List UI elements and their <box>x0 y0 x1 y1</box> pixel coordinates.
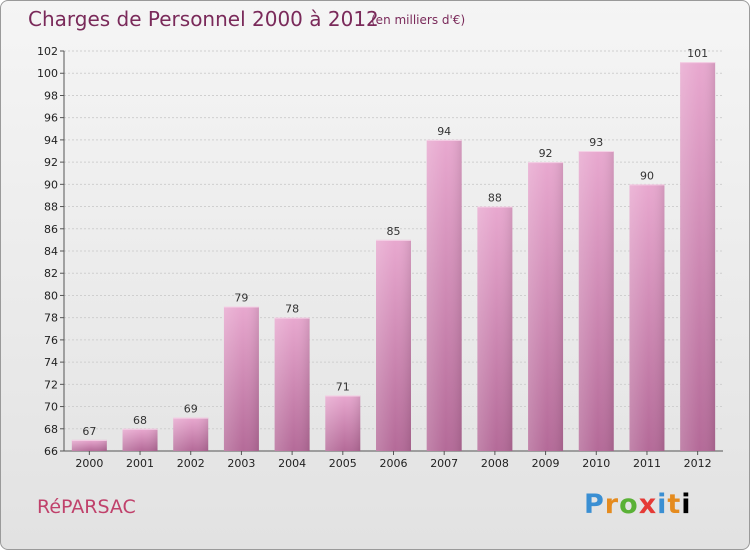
bar-shade <box>122 428 158 451</box>
y-tick-label: 70 <box>44 401 58 414</box>
x-tick-label: 2007 <box>430 457 458 470</box>
bar-shade <box>528 162 564 451</box>
y-tick-label: 82 <box>44 267 58 280</box>
labels: 67 2000 68 2001 69 2002 79 2003 78 2004 71 2005 85 20… <box>75 47 711 470</box>
x-tick-label: 2008 <box>481 457 509 470</box>
x-tick-label: 2000 <box>75 457 103 470</box>
x-tick-label: 2009 <box>532 457 560 470</box>
data-label: 101 <box>687 47 708 60</box>
data-label: 94 <box>437 125 451 138</box>
y-tick-label: 84 <box>44 245 58 258</box>
logo-letter: t <box>667 489 682 520</box>
x-tick-label: 2006 <box>380 457 408 470</box>
x-tick-label: 2003 <box>227 457 255 470</box>
y-tick-label: 96 <box>44 112 58 125</box>
bar-shade <box>477 206 513 451</box>
bar-shade <box>376 239 411 451</box>
y-tick-label: 88 <box>44 201 58 214</box>
y-tick-label: 72 <box>44 378 58 391</box>
bar-shade <box>578 151 614 451</box>
logo-letter: i <box>657 489 668 520</box>
bars <box>71 62 716 452</box>
data-label: 88 <box>488 192 502 205</box>
data-label: 92 <box>539 147 553 160</box>
bar-shade <box>629 184 665 452</box>
logo-letter: P <box>584 489 605 520</box>
bar-shade <box>680 62 716 451</box>
bar-shade <box>223 306 259 451</box>
logo-letter: i <box>681 489 692 520</box>
data-label: 85 <box>387 225 401 238</box>
y-tick-label: 80 <box>44 289 58 302</box>
y-tick-label: 94 <box>44 134 58 147</box>
bar-shade <box>71 439 107 451</box>
x-tick-label: 2001 <box>126 457 154 470</box>
y-tick-label: 78 <box>44 312 58 325</box>
x-tick-label: 2012 <box>684 457 712 470</box>
data-label: 69 <box>184 403 198 416</box>
commune-name: RéPARSAC <box>37 496 136 518</box>
x-tick-label: 2002 <box>177 457 205 470</box>
y-tick-label: 74 <box>44 356 58 369</box>
x-tick-label: 2010 <box>582 457 610 470</box>
data-label: 90 <box>640 169 654 182</box>
y-tick-label: 66 <box>44 445 58 458</box>
x-tick-label: 2005 <box>329 457 357 470</box>
data-label: 71 <box>336 380 350 393</box>
logo-letter: o <box>619 489 639 520</box>
y-tick-label: 90 <box>44 178 58 191</box>
axes: 66 68 70 72 74 76 78 80 82 84 86 88 90 92 94 96 98 100 102 <box>37 45 723 458</box>
proxiti-logo[interactable]: Proxiti <box>584 489 692 520</box>
logo-letter: x <box>638 489 658 520</box>
y-tick-label: 98 <box>44 89 58 102</box>
y-tick-label: 102 <box>37 45 58 58</box>
bar-shade <box>426 139 462 451</box>
y-tick-label: 100 <box>37 67 58 80</box>
bar-shade <box>173 417 209 451</box>
data-label: 93 <box>589 136 603 149</box>
logo-letter: r <box>604 489 620 520</box>
chart-subtitle: (en milliers d'€) <box>371 13 466 27</box>
data-label: 78 <box>285 303 299 316</box>
y-tick-label: 76 <box>44 334 58 347</box>
bar-shade <box>274 317 310 451</box>
bar-shade <box>325 395 361 451</box>
x-tick-label: 2004 <box>278 457 306 470</box>
data-label: 79 <box>234 292 248 305</box>
data-label: 68 <box>133 414 147 427</box>
y-tick-label: 92 <box>44 156 58 169</box>
y-tick-label: 86 <box>44 223 58 236</box>
chart-title: Charges de Personnel 2000 à 2012 <box>28 7 379 31</box>
y-tick-label: 68 <box>44 423 58 436</box>
data-label: 67 <box>82 425 96 438</box>
x-tick-label: 2011 <box>633 457 661 470</box>
